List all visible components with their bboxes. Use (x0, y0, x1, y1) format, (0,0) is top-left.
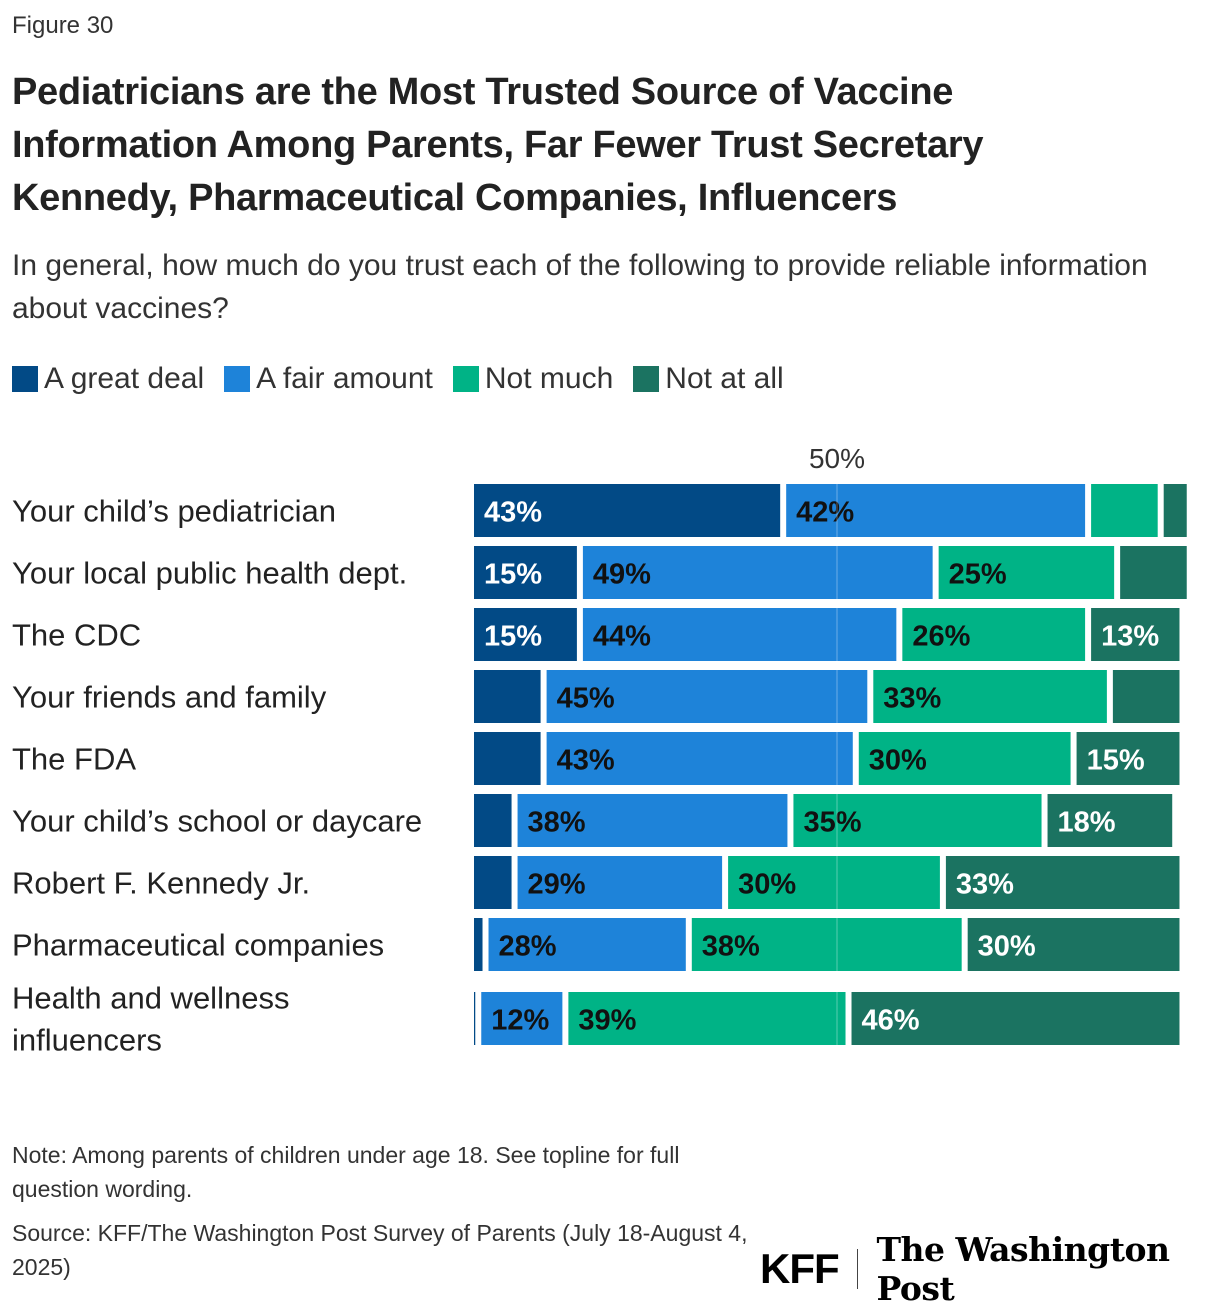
chart-title: Pediatricians are the Most Trusted Sourc… (12, 71, 984, 219)
data-label: 30% (869, 745, 927, 777)
washington-post-logo: The Washington Post (876, 1230, 1170, 1308)
legend-swatch (633, 366, 660, 392)
bar-segment (568, 992, 846, 1045)
legend-label: Not much (484, 362, 614, 395)
data-label: 43% (557, 745, 615, 777)
bar-segment (902, 608, 1086, 661)
legend: A great deal A fair amount Not much Not … (12, 362, 804, 396)
legend-item-fair-amount: A fair amount (224, 362, 433, 396)
bar-segment (582, 608, 897, 661)
bar-segment (873, 670, 1107, 723)
data-label: 28% (499, 931, 557, 963)
data-label: 12% (491, 1005, 549, 1037)
category-label: Your local public health dept. (12, 556, 407, 591)
bar-segment (474, 856, 512, 909)
bar-segment (1112, 670, 1180, 723)
data-label: 18% (1058, 807, 1116, 839)
bar-segment (945, 856, 1180, 909)
bar-segment (1091, 484, 1158, 537)
data-label: 44% (593, 621, 651, 653)
bar-segment (691, 918, 962, 971)
data-label: 38% (528, 807, 586, 839)
data-label: 30% (978, 931, 1036, 963)
logos: KFF The Washington Post (760, 1230, 1220, 1308)
legend-swatch (224, 366, 251, 392)
category-label: Your child’s pediatrician (12, 494, 336, 529)
bar-segment (488, 918, 686, 971)
bar-segment (474, 546, 577, 599)
chart-source: Source: KFF/The Washington Post Survey o… (12, 1220, 748, 1280)
legend-label: A great deal (44, 362, 205, 395)
legend-swatch (452, 366, 479, 392)
bar-segment (1163, 484, 1187, 537)
legend-label: A fair amount (256, 362, 433, 395)
bar-segment (474, 608, 577, 661)
data-label: 49% (593, 559, 651, 591)
category-label: Robert F. Kennedy Jr. (12, 866, 310, 901)
bar-segment (474, 670, 541, 723)
chart-subtitle: In general, how much do you trust each o… (12, 249, 1148, 325)
bar-segment (858, 732, 1071, 785)
data-label: 15% (484, 621, 542, 653)
bar-segment (967, 918, 1180, 971)
bar-segment (474, 918, 483, 971)
legend-item-not-much: Not much (452, 362, 614, 396)
data-label: 35% (803, 807, 861, 839)
bar-segment (728, 856, 940, 909)
bar-segment (1047, 794, 1173, 847)
legend-item-not-at-all: Not at all (633, 362, 784, 396)
figure-label: Figure 30 (12, 12, 114, 39)
data-label: 30% (738, 869, 796, 901)
data-label: 25% (949, 559, 1007, 591)
bar-segment (517, 856, 723, 909)
data-label: 42% (796, 497, 854, 529)
category-label: Health and wellness influencers (12, 981, 289, 1058)
data-label: 15% (1087, 745, 1145, 777)
bar-segment (1120, 546, 1187, 599)
bar-segment (474, 484, 781, 537)
chart-note: Note: Among parents of children under ag… (12, 1142, 680, 1202)
category-label: Pharmaceutical companies (12, 928, 384, 963)
data-label: 26% (912, 621, 970, 653)
data-label: 29% (528, 869, 586, 901)
data-label: 45% (557, 683, 615, 715)
bar-segment (517, 794, 788, 847)
data-label: 33% (956, 869, 1014, 901)
bar-segment (474, 732, 541, 785)
category-label: Your child’s school or daycare (12, 804, 422, 839)
bar-segment (546, 732, 853, 785)
logo-divider (856, 1249, 859, 1289)
data-label: 15% (484, 559, 542, 591)
category-label: The FDA (12, 742, 136, 777)
category-label: Your friends and family (12, 680, 327, 715)
bar-segment (786, 484, 1086, 537)
data-label: 38% (702, 931, 760, 963)
reference-line-label: 50% (809, 443, 865, 474)
bar-segment (1091, 608, 1180, 661)
data-label: 43% (484, 497, 542, 529)
legend-label: Not at all (665, 362, 784, 395)
kff-logo: KFF (760, 1245, 840, 1292)
bar-segment (474, 992, 476, 1045)
bar-segment (851, 992, 1180, 1045)
bar-segment (938, 546, 1115, 599)
data-label: 46% (862, 1005, 920, 1037)
category-label: The CDC (12, 618, 141, 653)
legend-item-great-deal: A great deal (12, 362, 204, 396)
bar-segment (546, 670, 868, 723)
data-label: 39% (578, 1005, 636, 1037)
bar-segment (582, 546, 933, 599)
stacked-bar-chart: Your child’s pediatrician 43% 42% Your loca… (12, 443, 1187, 1058)
bar-segment (1076, 732, 1180, 785)
legend-swatch (12, 366, 38, 392)
bar-segment (793, 794, 1042, 847)
bar-segment (474, 794, 512, 847)
data-label: 13% (1101, 621, 1159, 653)
bar-segment (481, 992, 563, 1045)
data-label: 33% (883, 683, 941, 715)
